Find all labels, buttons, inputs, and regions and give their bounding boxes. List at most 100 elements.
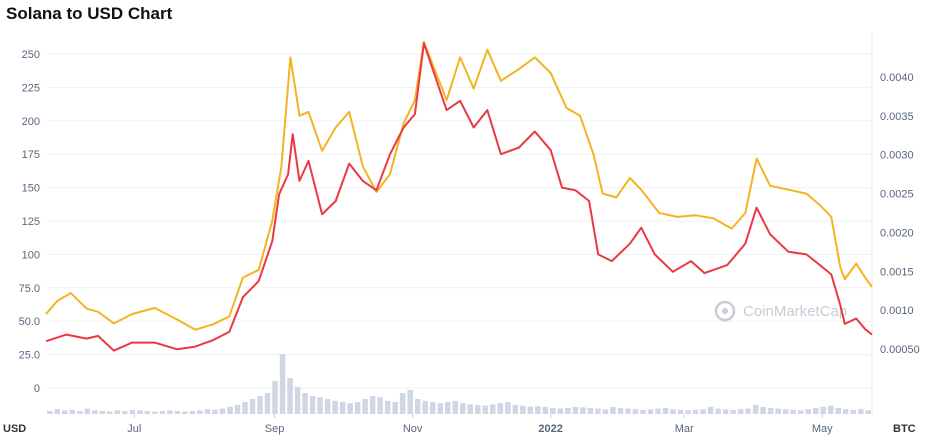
volume-bar <box>287 378 293 414</box>
volume-bar <box>797 410 804 414</box>
volume-bar <box>527 406 534 414</box>
volume-bar <box>309 396 316 414</box>
volume-bar <box>752 405 759 414</box>
volume-bar <box>587 408 594 414</box>
volume-bar <box>767 408 774 414</box>
volume-bar <box>655 408 661 414</box>
y-tick-label-right: 0.0020 <box>880 227 914 239</box>
volume-bar <box>92 410 98 414</box>
volume-bar <box>595 408 601 414</box>
volume-bar <box>249 399 256 414</box>
volume-bar <box>460 403 466 414</box>
volume-bar <box>602 409 609 414</box>
volume-bar <box>617 408 624 414</box>
volume-bar <box>47 411 53 414</box>
volume-bar <box>677 409 684 414</box>
volume-bar <box>84 408 91 414</box>
volume-bar <box>505 402 511 414</box>
volume-bar <box>670 409 676 414</box>
volume-bar <box>167 410 173 414</box>
volume-bar <box>212 409 218 414</box>
volume-bar <box>745 408 751 414</box>
volume-bar <box>520 405 526 414</box>
volume-bar <box>122 411 128 414</box>
watermark-logo-icon <box>714 300 736 322</box>
volume-bar <box>234 405 241 414</box>
volume-bar <box>302 393 308 414</box>
volume-bar <box>835 408 841 414</box>
volume-bar <box>857 409 864 414</box>
volume-bar <box>535 406 541 414</box>
y-tick-label-left: 0 <box>34 383 40 395</box>
volume-bar <box>490 404 496 414</box>
volume-bar <box>294 387 301 414</box>
series-line-usd <box>45 42 873 352</box>
volume-bar <box>580 407 586 414</box>
volume-bar <box>482 405 489 414</box>
volume-bar <box>347 403 353 414</box>
y-tick-label-right: 0.0025 <box>880 189 914 201</box>
volume-bar <box>129 409 136 414</box>
series-lines <box>45 40 873 352</box>
volume-bar <box>467 404 474 414</box>
y-tick-label-right: 0.0040 <box>880 72 914 84</box>
volume-bar <box>182 411 188 414</box>
volume-bar <box>865 410 871 414</box>
volume-bar <box>317 397 323 414</box>
volume-bar <box>392 402 398 414</box>
volume-bar <box>452 400 458 414</box>
volume-bar <box>369 396 376 414</box>
volume-bar <box>264 393 271 414</box>
volume-bar <box>610 406 616 414</box>
page-title: Solana to USD Chart <box>6 4 173 23</box>
y-tick-label-left: 150 <box>22 183 40 195</box>
volume-bar <box>760 406 766 414</box>
volume-bar <box>257 396 263 414</box>
x-tick-label: May <box>812 423 833 435</box>
volume-bar <box>77 411 83 414</box>
x-tick-label: 2022 <box>538 423 562 435</box>
volume-bar <box>279 354 286 414</box>
watermark-text: CoinMarketCap <box>743 303 847 320</box>
volume-bar <box>362 399 368 414</box>
volume-bar <box>437 403 443 414</box>
volume-bar <box>550 408 556 414</box>
volume-bar <box>625 408 631 414</box>
volume-bar <box>632 409 639 414</box>
volume-bar <box>272 381 278 414</box>
volume-bar <box>144 411 151 414</box>
volume-bar <box>812 408 819 414</box>
volume-bar <box>542 406 549 414</box>
right-axis-unit: BTC <box>893 423 916 435</box>
volume-bar <box>339 402 346 414</box>
volume-bar <box>775 408 781 414</box>
volume-bar <box>159 411 166 414</box>
volume-bar <box>219 408 226 414</box>
y-tick-label-right: 0.0035 <box>880 111 914 123</box>
volume-bar <box>700 409 706 414</box>
volume-bar <box>497 403 504 414</box>
x-tick-label: Sep <box>265 423 285 435</box>
volume-bar <box>354 402 361 414</box>
volume-bar <box>242 402 248 414</box>
volume-bar <box>737 409 744 414</box>
volume-bar <box>707 406 714 414</box>
y-tick-label-left: 125 <box>22 216 40 228</box>
x-tick-label: Nov <box>403 423 423 435</box>
volume-bar <box>640 409 646 414</box>
series-line-btc <box>45 40 873 331</box>
volume-bar <box>820 406 826 414</box>
x-tick-label: Mar <box>675 423 694 435</box>
volume-bar <box>54 409 61 414</box>
y-tick-label-right: 0.0015 <box>880 266 914 278</box>
volume-bar <box>114 410 121 414</box>
volume-bar <box>324 399 331 414</box>
volume-bar <box>429 402 436 414</box>
volume-bar <box>137 410 143 414</box>
volume-bar <box>407 390 413 414</box>
volume-bar <box>565 408 571 414</box>
volume-bar <box>107 411 113 414</box>
y-tick-label-left: 25.0 <box>19 350 40 362</box>
